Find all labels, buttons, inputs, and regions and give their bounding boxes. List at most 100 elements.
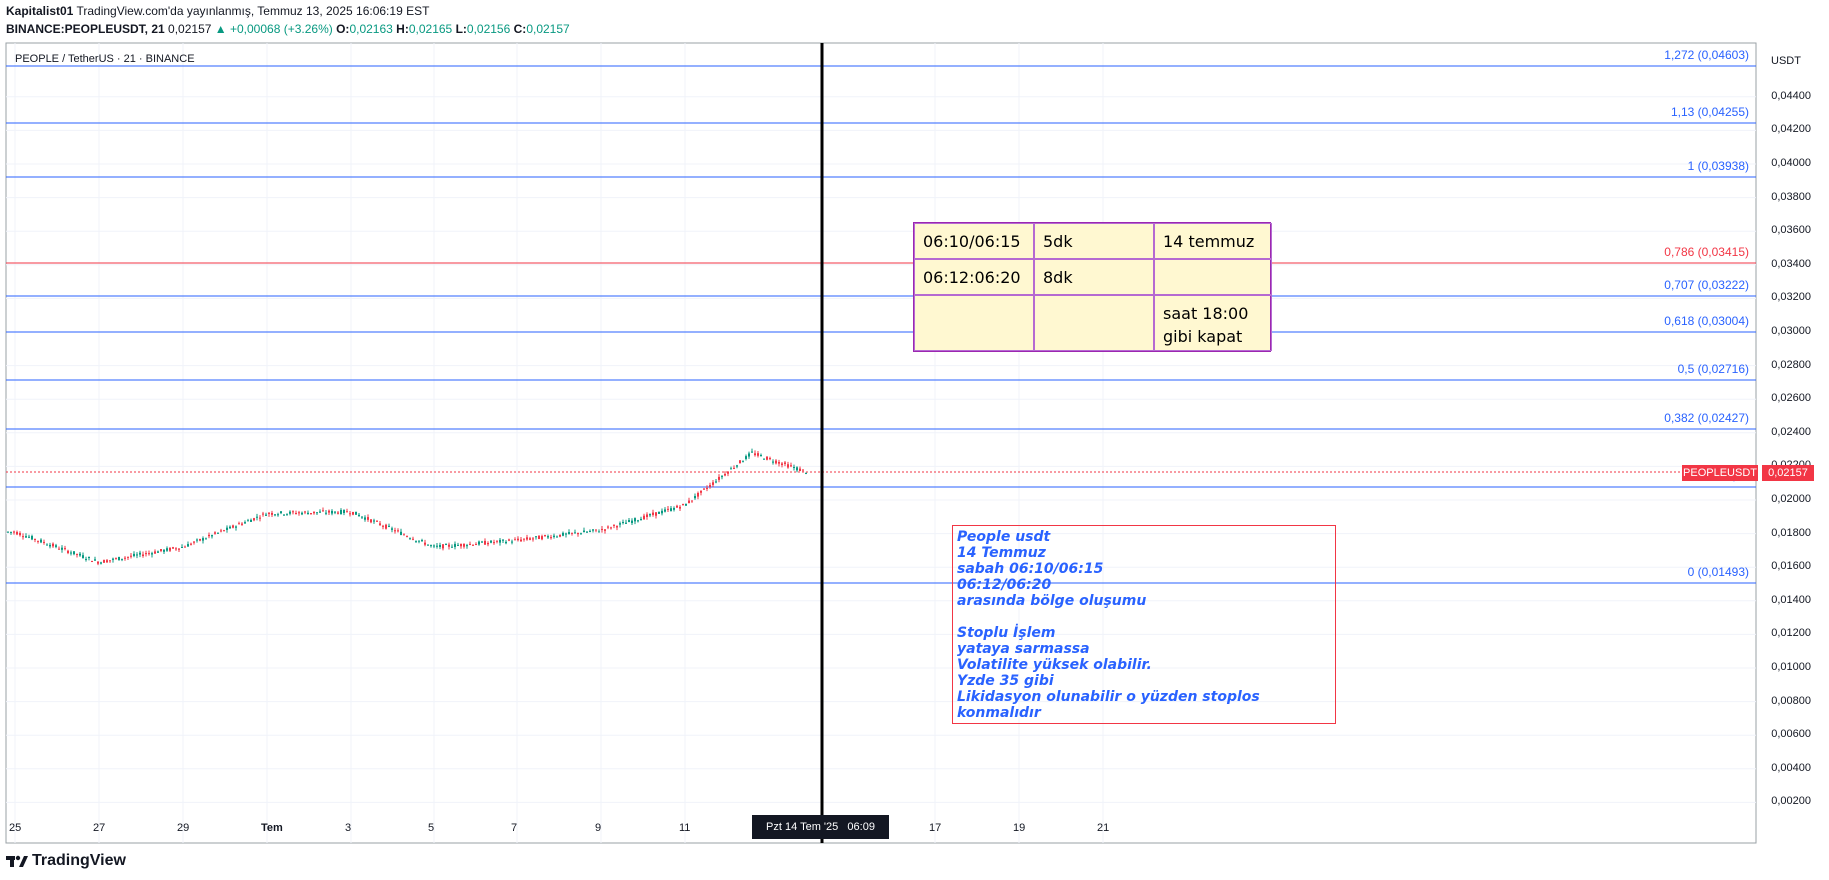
last-price: 0,02157 [168,22,212,36]
candle-body [643,515,645,520]
candle-body [556,536,558,538]
close-value: 0,02157 [526,22,570,36]
candle-body [715,481,717,483]
text-annotation[interactable]: People usdt 14 Temmuz sabah 06:10/06:15 … [952,525,1336,724]
candle-body [400,531,402,535]
candle-body [439,544,441,547]
candle-body [538,535,540,540]
candle-body [790,465,792,467]
high-label: H: [396,22,409,36]
candle-body [259,517,261,519]
candle-body [745,456,747,459]
candle-body [508,539,510,541]
candle-body [76,553,78,555]
price-tick: 0,00600 [1771,728,1811,741]
candle-body [649,514,651,516]
candle-body [253,518,255,521]
candle-body [307,512,309,515]
candle-body [241,523,243,525]
candle-body [733,467,735,469]
candle-body [709,485,711,487]
candle-body [115,558,117,560]
candle-body [595,529,597,531]
symbol-label[interactable]: BINANCE:PEOPLEUSDT, 21 [6,22,165,36]
candle-body [562,532,564,536]
candle-body [340,509,342,515]
candle-body [454,543,456,547]
candle-body [661,510,663,514]
candle-body [625,522,627,524]
candle-body [607,526,609,528]
candle-body [280,511,282,514]
price-tick: 0,03200 [1771,291,1811,304]
candle-body [232,525,234,528]
candle-body [478,541,480,545]
candle-body [724,473,726,476]
candle-body [262,513,264,515]
candle-body [157,551,159,553]
candle-body [40,539,42,543]
candle-body [220,530,222,532]
time-tick: 7 [511,822,518,834]
table-annotation[interactable]: 06:10/06:15 5dk 14 temmuz 06:12:06:20 8d… [913,222,1272,352]
candle-body [139,552,141,555]
candle-body [79,553,81,556]
candle-body [85,558,87,560]
candle-body [592,529,594,531]
price-tick: 0,03800 [1771,190,1811,203]
brand-footer[interactable]: TradingView [6,852,126,870]
candle-body [703,488,705,490]
candle-body [274,514,276,516]
candle-body [175,548,177,550]
candle-body [442,544,444,549]
candle-body [631,520,633,524]
candle-body [436,545,438,547]
published-text: TradingView.com'da yayınlanmış, Temmuz 1… [76,4,430,18]
pane-title[interactable]: PEOPLE / TetherUS · 21 · BINANCE [15,53,195,65]
candle-body [238,523,240,525]
price-tick: 0,02800 [1771,358,1811,371]
candle-body [325,512,327,514]
candle-body [775,460,777,464]
candle-body [784,462,786,464]
candle-body [49,544,51,547]
candle-body [397,530,399,532]
candle-body [268,512,270,514]
candle-body [208,534,210,537]
candle-body [169,547,171,551]
candle-body [388,525,390,527]
candle-body [718,476,720,480]
table-cell [1034,295,1154,351]
candle-body [211,535,213,537]
price-tick: 0,04400 [1771,89,1811,102]
time-tick: Tem [261,822,283,834]
candle-body [529,538,531,540]
candle-body [250,519,252,522]
candle-body [580,533,582,535]
candle-body [352,511,354,515]
candle-body [805,472,807,474]
candle-body [427,544,429,546]
candle-body [373,520,375,522]
candle-body [319,511,321,513]
candle-body [589,530,591,532]
candle-body [31,536,33,540]
candle-body [691,500,693,502]
candle-body [511,541,513,543]
candle-body [640,518,642,521]
candle-body [292,511,294,513]
fib-level-label: 1,272 (0,04603) [1664,48,1749,62]
candle-body [559,534,561,537]
candle-body [112,558,114,560]
candle-body [55,545,57,547]
candle-body [499,539,501,543]
candle-body [760,454,762,456]
candle-body [634,518,636,522]
candle-body [610,527,612,529]
author-name[interactable]: Kapitalist01 [6,4,74,18]
candle-body [10,531,12,533]
candle-body [70,552,72,554]
candle-body [331,510,333,514]
candle-body [463,543,465,547]
